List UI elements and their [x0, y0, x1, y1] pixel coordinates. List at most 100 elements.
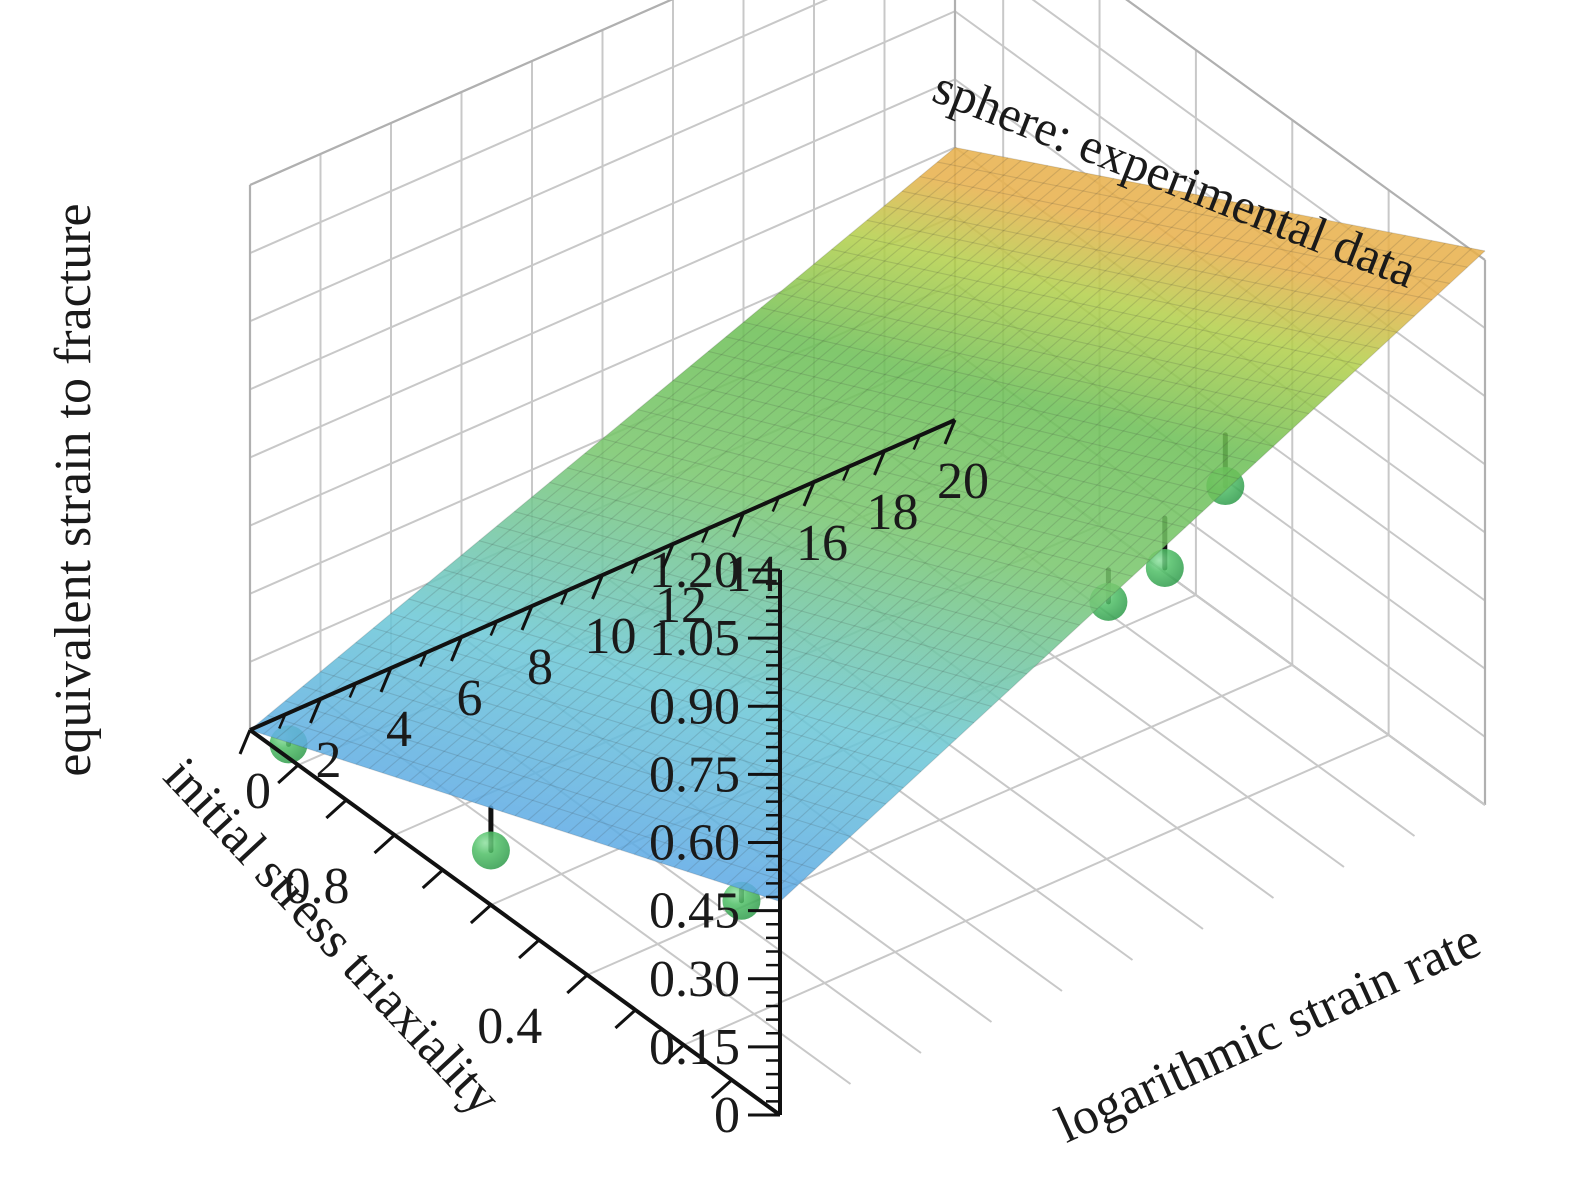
x-tick-label: 8 — [527, 639, 553, 696]
z-tick-label: 0 — [714, 1087, 740, 1144]
surface-patch — [250, 147, 1485, 902]
surface-mesh-line — [700, 234, 1406, 877]
x-tick — [450, 636, 463, 662]
back-wall-gridline — [249, 78, 956, 391]
x-tick — [661, 543, 675, 569]
z-axis-title: equivalent strain to fracture — [45, 203, 102, 776]
floor-gridline — [586, 664, 1293, 976]
box-edge — [1125, 0, 1486, 261]
surface-mesh-line — [390, 612, 922, 772]
y-tick — [373, 833, 396, 855]
surface-mesh-line — [488, 193, 1194, 808]
surface-mesh-line — [368, 170, 1075, 770]
x-tick-label: 14 — [726, 546, 778, 603]
surface-mesh-line — [249, 729, 781, 903]
surface-mesh-line — [342, 165, 1049, 761]
surface-mesh-line — [421, 180, 1128, 787]
x-tick-label: 4 — [386, 701, 412, 758]
surface-mesh-line — [267, 714, 798, 886]
surface-mesh-line — [766, 247, 1473, 898]
surface-mesh-line — [849, 234, 1380, 350]
surface-mesh-line — [382, 172, 1088, 774]
surface-mesh-line — [408, 178, 1115, 782]
x-tick-label: 18 — [867, 484, 919, 541]
surface-mesh-line — [796, 278, 1327, 398]
x-minor-tick — [630, 559, 639, 574]
surface-mesh-line — [527, 201, 1234, 821]
surface-mesh-line — [554, 206, 1261, 830]
x-tick — [591, 574, 604, 600]
y-tick-label: 0.4 — [477, 998, 542, 1055]
surface-mesh-line — [743, 321, 1274, 447]
fitted-surface — [249, 146, 1486, 903]
x-tick — [943, 419, 957, 445]
surface-mesh-line — [501, 196, 1208, 812]
surface-mesh-line — [262, 149, 969, 735]
surface-mesh-line — [686, 232, 1393, 872]
x-tick-label: 2 — [316, 732, 342, 789]
x-tick-label: 16 — [796, 515, 848, 572]
surface-mesh-line — [902, 190, 1433, 301]
x-axis-title: logarithmic strain rate — [1047, 912, 1488, 1154]
surface-mesh-line — [329, 162, 1035, 757]
x-tick-label: 6 — [457, 670, 483, 727]
z-tick-label: 0.45 — [649, 883, 740, 940]
x-minor-tick — [560, 590, 569, 605]
surface-mesh-line — [395, 175, 1102, 778]
x-tick-label: 12 — [655, 577, 707, 634]
surface-mesh-line — [461, 554, 992, 707]
y-tick — [710, 1078, 733, 1100]
surface-mesh-line — [461, 188, 1168, 800]
x-tick — [802, 481, 816, 507]
x-tick — [873, 450, 886, 476]
surface-mesh-line — [289, 154, 996, 744]
surface-mesh-line — [584, 452, 1116, 594]
surface-mesh-line — [541, 203, 1247, 825]
surface-mesh-line — [443, 569, 975, 724]
x-tick-label: 0 — [245, 763, 271, 820]
surface-mesh-line — [531, 496, 1063, 642]
surface-mesh-line — [831, 248, 1362, 366]
surface-mesh-line — [355, 167, 1062, 765]
surface-mesh-line — [655, 394, 1186, 528]
surface-mesh-line — [647, 224, 1353, 860]
x-tick-label: 10 — [585, 608, 637, 665]
y-tick — [614, 1008, 637, 1030]
surface-mesh-line — [937, 161, 1468, 268]
x-tick — [520, 605, 534, 631]
surface-mesh-line — [633, 222, 1340, 855]
y-tick — [566, 973, 589, 995]
surface-mesh-line — [726, 240, 1433, 885]
y-tick — [277, 763, 300, 785]
z-tick-label: 1.20 — [649, 542, 740, 599]
surface-mesh-line — [620, 219, 1327, 851]
surface-mesh-line — [435, 183, 1141, 791]
surface-mesh-line — [725, 336, 1257, 463]
surface-mesh-line — [739, 242, 1446, 890]
surface-mesh-line — [496, 525, 1027, 675]
surface-mesh-line — [954, 146, 1486, 252]
x-tick — [379, 667, 393, 693]
surface-mesh-line — [672, 379, 1204, 512]
experimental-point — [471, 831, 510, 870]
surface-mesh-line — [753, 245, 1459, 894]
surface-mesh-line — [607, 216, 1314, 847]
surface-mesh-line — [637, 409, 1168, 545]
y-axis-line — [248, 728, 782, 1117]
surface-mesh-line — [778, 292, 1309, 415]
x-minor-tick — [419, 652, 428, 667]
x-tick — [732, 512, 745, 538]
surface-mesh-line — [320, 671, 851, 838]
back-wall-gridline — [249, 10, 956, 323]
y-tick — [662, 1043, 685, 1065]
z-tick-label: 0.30 — [649, 951, 740, 1008]
y-axis-title: initial stress triaxiality — [153, 747, 512, 1126]
z-tick-label: 0.60 — [649, 815, 740, 872]
x-minor-tick — [842, 466, 851, 481]
surface-mesh-line — [919, 176, 1450, 284]
y-tick — [469, 903, 492, 925]
surface-mesh-line — [448, 185, 1155, 795]
surface-mesh-line — [567, 209, 1274, 834]
x-minor-tick — [771, 497, 780, 512]
